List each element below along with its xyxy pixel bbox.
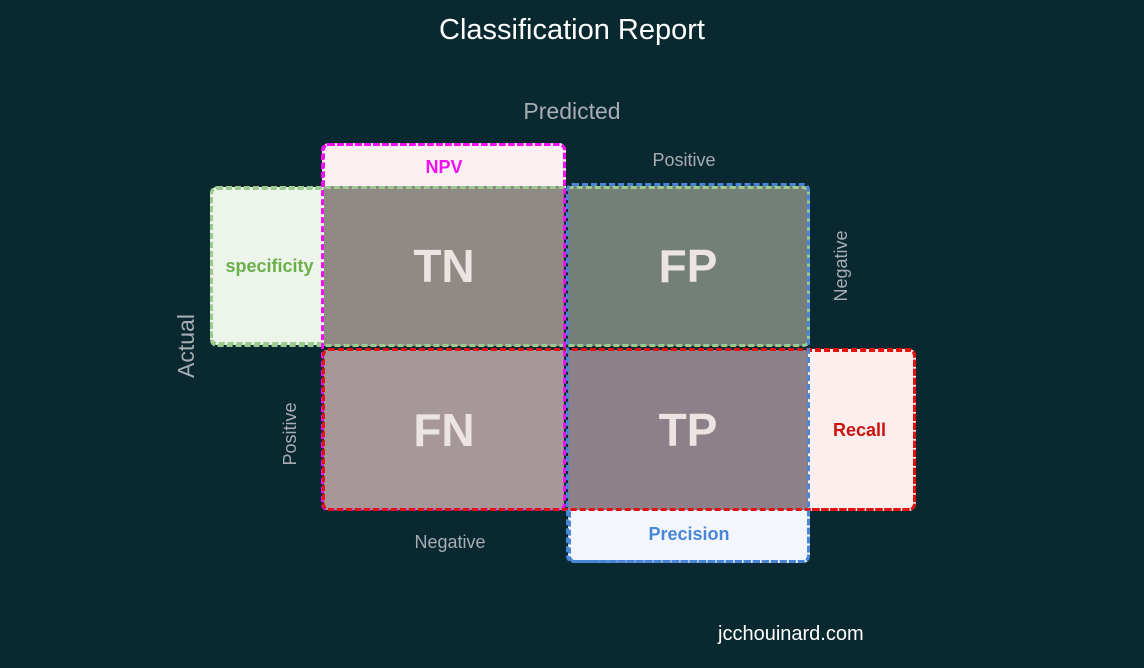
recall-label: Recall <box>832 419 887 440</box>
actual-axis-title: Actual <box>173 314 199 378</box>
true-negative-cell: TN <box>324 186 564 346</box>
npv-region: NPV <box>322 143 566 188</box>
actual-positive-label: Positive <box>280 402 300 466</box>
precision-region: Precision <box>568 508 810 563</box>
footer-credit: jcchouinard.com <box>718 623 864 645</box>
npv-label: NPV <box>425 156 463 177</box>
precision-label: Precision <box>648 523 730 544</box>
predicted-negative-label: Negative <box>414 532 486 552</box>
recall-region: Recall <box>806 349 916 511</box>
specificity-region: specificity <box>210 187 326 345</box>
diagram-title: Classification Report <box>439 14 705 46</box>
predicted-positive-label: Positive <box>652 150 716 170</box>
true-positive-cell: TP <box>568 350 808 510</box>
specificity-label: specificity <box>225 255 314 276</box>
predicted-axis-title: Predicted <box>523 98 621 124</box>
false-negative-cell: FN <box>324 350 564 510</box>
actual-negative-label: Negative <box>831 230 851 302</box>
false-positive-cell: FP <box>568 186 808 346</box>
